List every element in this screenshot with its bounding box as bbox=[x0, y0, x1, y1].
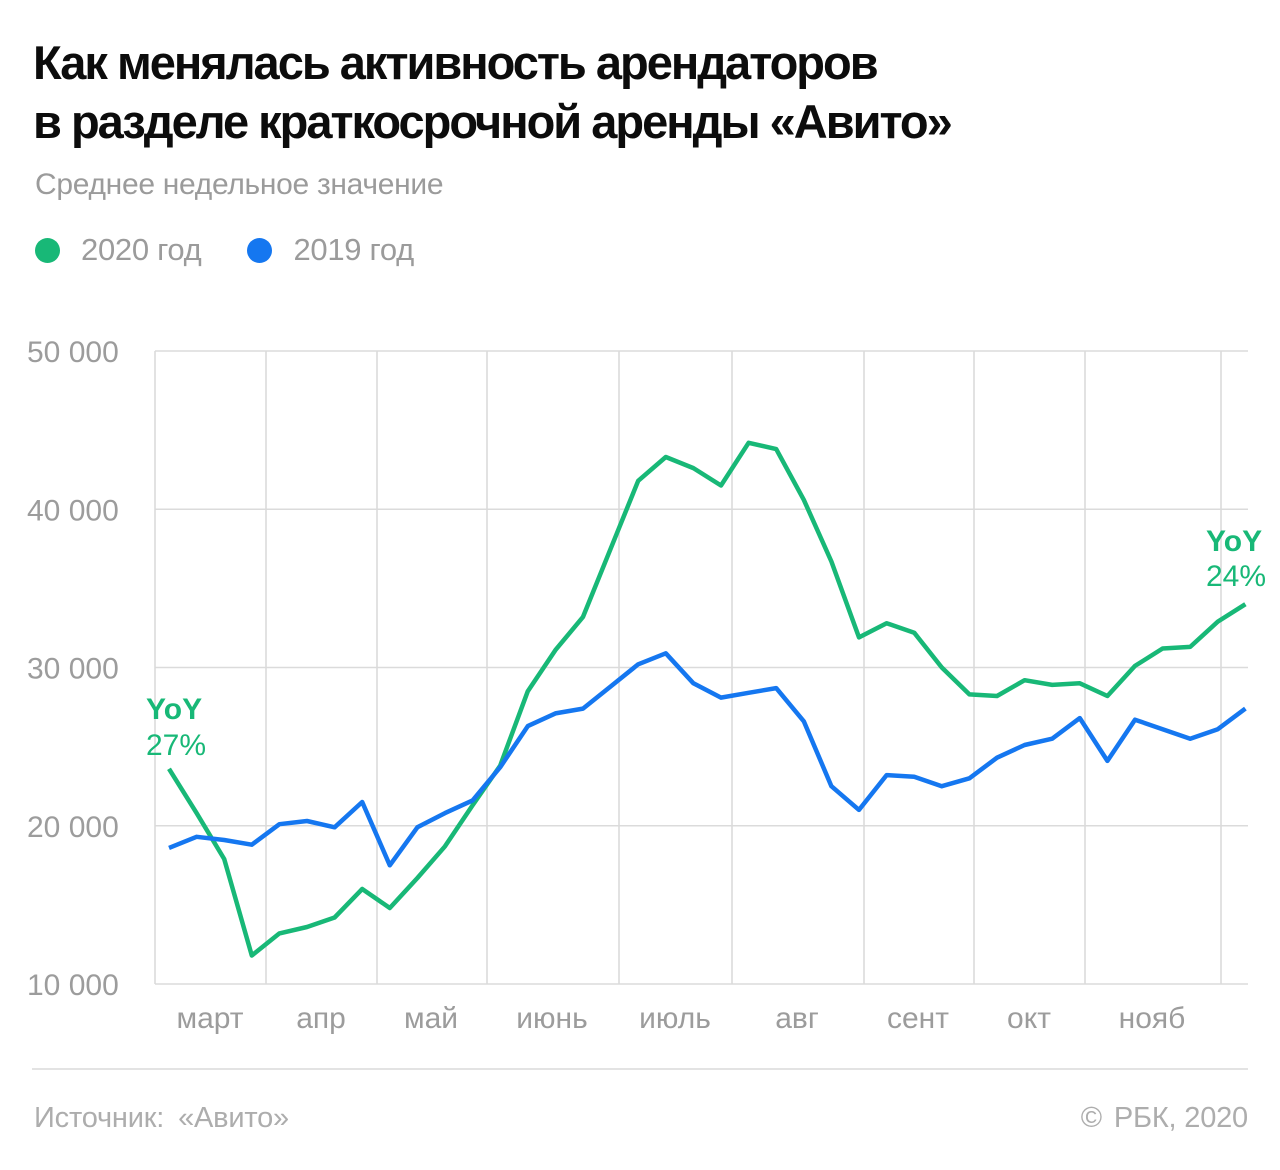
x-axis-label-сент: сент bbox=[887, 1002, 949, 1035]
legend-label-2019: 2019 год bbox=[293, 232, 414, 267]
copyright-note: © РБК, 2020 bbox=[1081, 1102, 1248, 1135]
y-axis-label-50000: 50 000 bbox=[27, 336, 119, 369]
yoy-annotation-value-start: 27% bbox=[146, 729, 206, 762]
source-value: «Авито» bbox=[178, 1102, 289, 1134]
chart-title-line-1: Как менялась активность арендаторов bbox=[33, 36, 879, 89]
legend-dot-2020 bbox=[35, 237, 60, 263]
footer-separator bbox=[32, 1068, 1248, 1070]
legend-item-2020: 2020 год bbox=[35, 232, 202, 268]
y-axis-label-40000: 40 000 bbox=[27, 494, 119, 527]
y-axis-label-10000: 10 000 bbox=[27, 969, 119, 1002]
x-axis-label-апр: апр bbox=[296, 1002, 346, 1035]
series-line-2019 bbox=[168, 651, 1247, 868]
series-line-2020 bbox=[167, 440, 1247, 958]
copyright-text: РБК, 2020 bbox=[1113, 1102, 1248, 1134]
x-axis-label-июнь: июнь bbox=[516, 1002, 587, 1035]
legend-label-2020: 2020 год bbox=[81, 232, 202, 267]
yoy-annotation-value-end: 24% bbox=[1206, 560, 1266, 593]
footer: Источник: «Авито» © РБК, 2020 bbox=[34, 1102, 1248, 1135]
yoy-annotation-label-start: YoY bbox=[146, 693, 202, 726]
chart-title-line-2: в разделе краткосрочной аренды «Авито» bbox=[33, 95, 953, 148]
x-axis-label-март: март bbox=[176, 1002, 243, 1035]
yoy-annotation-label-end: YoY bbox=[1206, 525, 1262, 558]
y-axis-label-20000: 20 000 bbox=[27, 811, 119, 844]
y-axis-label-30000: 30 000 bbox=[27, 653, 119, 686]
chart-subtitle: Среднее недельное значение bbox=[35, 168, 444, 201]
legend-item-2019: 2019 год bbox=[247, 232, 414, 268]
chart-title: Как менялась активность арендаторов в ра… bbox=[33, 33, 953, 151]
legend-dot-2019 bbox=[247, 237, 273, 263]
legend: 2020 год 2019 год bbox=[35, 232, 438, 268]
source-label: Источник: bbox=[34, 1102, 165, 1134]
x-axis-label-май: май bbox=[404, 1002, 458, 1035]
x-axis-label-июль: июль bbox=[639, 1002, 711, 1035]
source-note: Источник: «Авито» bbox=[34, 1102, 289, 1135]
x-axis-label-авг: авг bbox=[775, 1002, 819, 1035]
copyright-icon: © bbox=[1080, 1102, 1102, 1134]
x-axis-label-окт: окт bbox=[1007, 1002, 1051, 1035]
x-axis-label-нояб: нояб bbox=[1119, 1002, 1186, 1035]
activity-line-chart: 50 000 40 000 30 000 20 000 10 000 март апр май… bbox=[27, 336, 1266, 1035]
